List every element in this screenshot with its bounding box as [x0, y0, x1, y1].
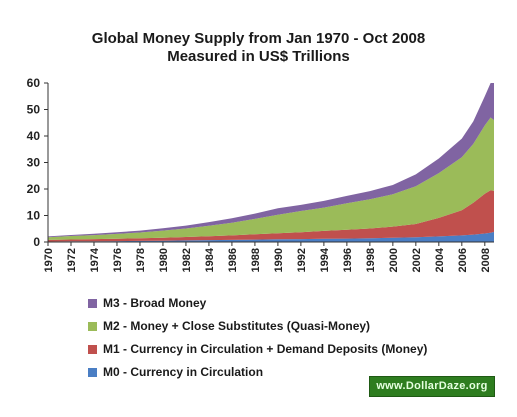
legend-label: M0 - Currency in Circulation: [103, 365, 264, 379]
x-tick-label: 1990: [273, 248, 285, 272]
series-area-m1: [48, 190, 494, 242]
x-tick-label: 1980: [158, 248, 170, 272]
series-area-m0: [48, 231, 494, 242]
legend-item: M1 - Currency in Circulation + Demand De…: [88, 339, 427, 359]
series-area-m2: [48, 117, 494, 240]
y-tick-label: 30: [27, 156, 41, 170]
y-tick-label: 10: [27, 209, 41, 223]
legend-item: M0 - Currency in Circulation: [88, 362, 427, 382]
legend-swatch: [88, 344, 97, 354]
y-tick-label: 40: [27, 129, 41, 143]
y-tick-label: 60: [27, 76, 41, 90]
x-tick-label: 1974: [89, 247, 101, 272]
y-tick-label: 50: [27, 103, 41, 117]
x-tick-label: 1992: [296, 248, 308, 272]
legend-label: M2 - Money + Close Substitutes (Quasi-Mo…: [103, 319, 371, 333]
chart-title-line2: Measured in US$ Trillions: [167, 48, 350, 65]
x-tick-label: 1994: [319, 247, 331, 272]
y-tick-label: 20: [27, 182, 41, 196]
x-tick-label: 1996: [342, 248, 354, 272]
x-tick-label: 2008: [480, 248, 492, 272]
legend-label: M1 - Currency in Circulation + Demand De…: [103, 342, 428, 356]
x-tick-label: 2002: [411, 248, 423, 272]
legend-label: M3 - Broad Money: [103, 296, 207, 310]
legend-swatch: [88, 321, 97, 331]
legend-swatch: [88, 298, 97, 308]
x-tick-label: 1982: [181, 248, 193, 272]
chart-title-line1: Global Money Supply from Jan 1970 - Oct …: [91, 30, 426, 47]
x-tick-label: 1986: [227, 248, 239, 272]
watermark: www.DollarDaze.org: [369, 376, 495, 397]
legend-item: M2 - Money + Close Substitutes (Quasi-Mo…: [88, 316, 427, 336]
money-supply-chart: 0 10 20 30 40 50 60 1970 1972 1974 1976 1978 1980 198…: [27, 76, 494, 272]
x-tick-label: 1970: [43, 248, 55, 272]
x-tick-label: 2004: [434, 247, 446, 272]
x-tick-label: 1976: [112, 248, 124, 272]
legend-item: M3 - Broad Money: [88, 293, 427, 313]
chart-title: Global Money Supply from Jan 1970 - Oct …: [0, 30, 517, 66]
x-tick-label: 2000: [388, 248, 400, 272]
x-tick-label: 1998: [365, 248, 377, 272]
x-tick-label: 1978: [135, 248, 147, 272]
x-tick-label: 2006: [457, 248, 469, 272]
y-tick-label: 0: [33, 235, 40, 249]
legend: M3 - Broad Money M2 - Money + Close Subst…: [88, 293, 427, 385]
x-tick-label: 1972: [66, 248, 78, 272]
legend-swatch: [88, 367, 97, 377]
x-tick-label: 1984: [204, 247, 216, 272]
x-tick-label: 1988: [250, 248, 262, 272]
